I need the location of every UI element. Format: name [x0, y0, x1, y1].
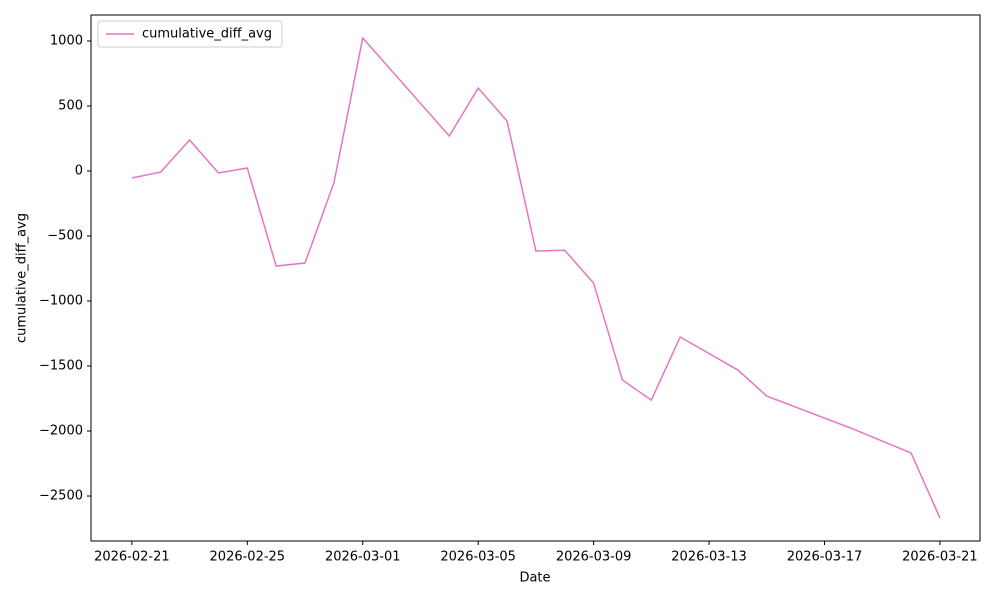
y-tick-label: −500 — [47, 229, 83, 244]
y-tick-label: −1500 — [39, 359, 83, 374]
y-tick-label: 1000 — [50, 34, 83, 49]
x-tick-label: 2026-03-21 — [902, 550, 978, 565]
x-tick-label: 2026-03-05 — [440, 550, 516, 565]
x-tick-label: 2026-02-25 — [210, 550, 286, 565]
x-tick-label: 2026-03-13 — [671, 550, 747, 565]
x-axis-label: Date — [519, 571, 550, 586]
y-axis-label: cumulative_diff_avg — [15, 213, 30, 343]
y-tick-label: −2000 — [39, 424, 83, 439]
legend-box — [97, 20, 283, 48]
y-tick-label: 500 — [58, 99, 83, 114]
plot-frame — [90, 14, 981, 542]
y-tick-label: −2500 — [39, 489, 83, 504]
x-tick-label: 2026-03-17 — [787, 550, 863, 565]
x-tick-label: 2026-03-09 — [556, 550, 632, 565]
legend-label: cumulative_diff_avg — [142, 27, 272, 42]
y-tick-label: −1000 — [39, 294, 83, 309]
y-tick-label: 0 — [75, 164, 83, 179]
x-tick-label: 2026-02-21 — [94, 550, 170, 565]
series-line — [131, 36, 941, 519]
x-tick-label: 2026-03-01 — [325, 550, 401, 565]
